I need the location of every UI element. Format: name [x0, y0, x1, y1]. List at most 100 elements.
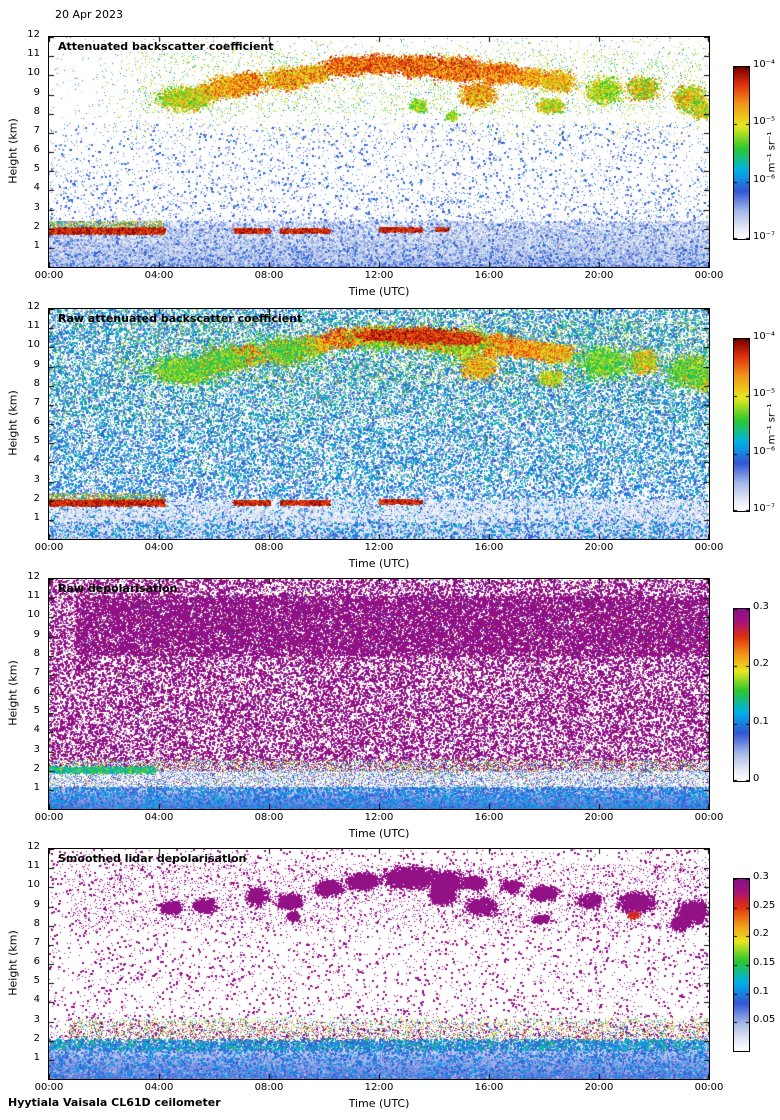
- x-tick-label: 00:00: [694, 1082, 724, 1093]
- colorbar-canvas: [734, 67, 749, 239]
- y-tick-label: 6: [33, 144, 40, 155]
- x-tick-label: 16:00: [474, 542, 504, 553]
- colorbar-tick-label: 10⁻⁴: [753, 331, 776, 342]
- y-tick-label: 11: [27, 320, 40, 332]
- y-tick-label: 7: [33, 666, 40, 678]
- y-tick-label: 6: [33, 956, 40, 967]
- y-tick-label: 4: [33, 454, 40, 466]
- y-tick-label: 11: [27, 590, 40, 602]
- colorbar-tick-label: 0: [753, 773, 760, 784]
- y-tick-label: 12: [27, 301, 40, 312]
- x-tick-labels: 00:00 04:00 08:00 12:00 16:00 20:00 00:00: [35, 542, 724, 555]
- x-axis-label: Time (UTC): [348, 285, 410, 298]
- panel-title: Attenuated backscatter coefficient: [58, 40, 274, 53]
- heatmap-canvas: [49, 37, 709, 267]
- panel-title: Raw depolarisation: [58, 582, 178, 595]
- y-tick-label: 10: [27, 339, 40, 351]
- colorbar-unit-label: m⁻¹ sr⁻¹: [766, 131, 778, 173]
- colorbar: [733, 338, 750, 512]
- y-tick-label: 3: [33, 201, 40, 213]
- y-tick-label: 4: [33, 182, 40, 194]
- y-tick-label: 10: [27, 609, 40, 621]
- y-tick-label: 8: [33, 917, 40, 929]
- x-tick-label: 20:00: [584, 270, 614, 281]
- colorbar-tick-label: 10⁻⁶: [753, 445, 776, 457]
- colorbar-tick-label: 0.1: [753, 985, 769, 997]
- y-tick-label: 5: [33, 435, 40, 447]
- y-tick-label: 7: [33, 124, 40, 136]
- y-tick-labels: 1 2 3 4 5 6 7 8 9 10 11 12: [0, 29, 46, 268]
- y-tick-label: 7: [33, 396, 40, 408]
- y-tick-labels: 1 2 3 4 5 6 7 8 9 10 11 12: [0, 841, 46, 1080]
- x-tick-label: 08:00: [254, 270, 284, 281]
- x-tick-label: 00:00: [34, 542, 64, 553]
- plot-area: Smoothed lidar depolarisation: [48, 848, 710, 1080]
- x-tick-labels: 00:00 04:00 08:00 12:00 16:00 20:00 00:00: [35, 812, 724, 825]
- heatmap-canvas: [49, 309, 709, 539]
- y-tick-label: 2: [33, 492, 40, 504]
- colorbar: [733, 66, 750, 240]
- colorbar-tick-label: 10⁻⁵: [753, 388, 776, 400]
- x-tick-label: 12:00: [364, 1082, 394, 1093]
- y-tick-label: 2: [33, 220, 40, 232]
- y-tick-label: 10: [27, 879, 40, 891]
- y-tick-label: 7: [33, 936, 40, 948]
- colorbar-tick-labels: 0.3 0.2 0.1 0: [753, 601, 780, 784]
- x-tick-label: 16:00: [474, 1082, 504, 1093]
- panel-raw-depolarisation: Height (km) 1 2 3 4 5 6 7 8 9 10 11 12 Raw depolari…: [0, 571, 780, 850]
- y-tick-label: 10: [27, 67, 40, 79]
- x-tick-labels: 00:00 04:00 08:00 12:00 16:00 20:00 00:00: [35, 270, 724, 283]
- colorbar-tick-label: 10⁻⁷: [753, 231, 776, 242]
- x-tick-label: 00:00: [34, 270, 64, 281]
- colorbar: [733, 608, 750, 782]
- x-tick-label: 20:00: [584, 542, 614, 553]
- panel-attenuated-backscatter: Height (km) 1 2 3 4 5 6 7 8 9 10 11 12 Attenuated b…: [0, 29, 780, 308]
- x-tick-label: 20:00: [584, 1082, 614, 1093]
- y-tick-label: 1: [33, 239, 40, 251]
- x-tick-label: 12:00: [364, 542, 394, 553]
- y-tick-label: 1: [33, 781, 40, 793]
- y-tick-label: 4: [33, 724, 40, 736]
- y-tick-label: 8: [33, 105, 40, 117]
- colorbar-tick-labels: 10⁻⁴ 10⁻⁵ 10⁻⁶ 10⁻⁷: [753, 331, 780, 514]
- x-tick-label: 16:00: [474, 270, 504, 281]
- heatmap-canvas: [49, 849, 709, 1079]
- x-tick-label: 00:00: [34, 1082, 64, 1093]
- y-tick-label: 12: [27, 571, 40, 582]
- y-tick-label: 9: [33, 628, 40, 640]
- colorbar: [733, 878, 750, 1052]
- x-tick-label: 00:00: [694, 542, 724, 553]
- date-label: 20 Apr 2023: [55, 8, 124, 21]
- panel-title: Raw attenuated backscatter coefficient: [58, 312, 303, 325]
- y-tick-label: 5: [33, 163, 40, 175]
- x-tick-label: 00:00: [34, 812, 64, 823]
- y-tick-labels: 1 2 3 4 5 6 7 8 9 10 11 12: [0, 301, 46, 540]
- colorbar-canvas: [734, 609, 749, 781]
- colorbar-canvas: [734, 339, 749, 511]
- x-axis-label: Time (UTC): [348, 557, 410, 570]
- colorbar-canvas: [734, 879, 749, 1051]
- x-axis-label: Time (UTC): [348, 1097, 410, 1110]
- colorbar-tick-label: 0.2: [753, 928, 769, 940]
- y-tick-label: 9: [33, 86, 40, 98]
- colorbar-tick-labels: 10⁻⁴ 10⁻⁵ 10⁻⁶ 10⁻⁷: [753, 59, 780, 242]
- colorbar-tick-labels: 0.3 0.25 0.2 0.15 0.1 0.05: [753, 871, 780, 1052]
- y-tick-label: 4: [33, 994, 40, 1006]
- y-tick-label: 12: [27, 841, 40, 852]
- instrument-caption: Hyytiala Vaisala CL61D ceilometer: [8, 1096, 221, 1109]
- x-tick-labels: 00:00 04:00 08:00 12:00 16:00 20:00 00:00: [35, 1082, 724, 1095]
- y-tick-label: 5: [33, 705, 40, 717]
- panel-raw-attenuated-backscatter: Height (km) 1 2 3 4 5 6 7 8 9 10 11 12 Raw attenuat…: [0, 301, 780, 580]
- x-tick-label: 12:00: [364, 812, 394, 823]
- y-tick-label: 6: [33, 416, 40, 427]
- x-axis-label: Time (UTC): [348, 827, 410, 840]
- y-tick-label: 3: [33, 1013, 40, 1025]
- colorbar-tick-label: 0.3: [753, 871, 769, 882]
- y-tick-label: 8: [33, 377, 40, 389]
- colorbar-tick-label: 0.3: [753, 601, 769, 612]
- panel-smoothed-depolarisation: Height (km) 1 2 3 4 5 6 7 8 9 10 11 12 Smoothed lid…: [0, 841, 780, 1120]
- panel-title: Smoothed lidar depolarisation: [58, 852, 247, 865]
- x-tick-label: 00:00: [694, 812, 724, 823]
- y-tick-label: 12: [27, 29, 40, 40]
- x-tick-label: 08:00: [254, 1082, 284, 1093]
